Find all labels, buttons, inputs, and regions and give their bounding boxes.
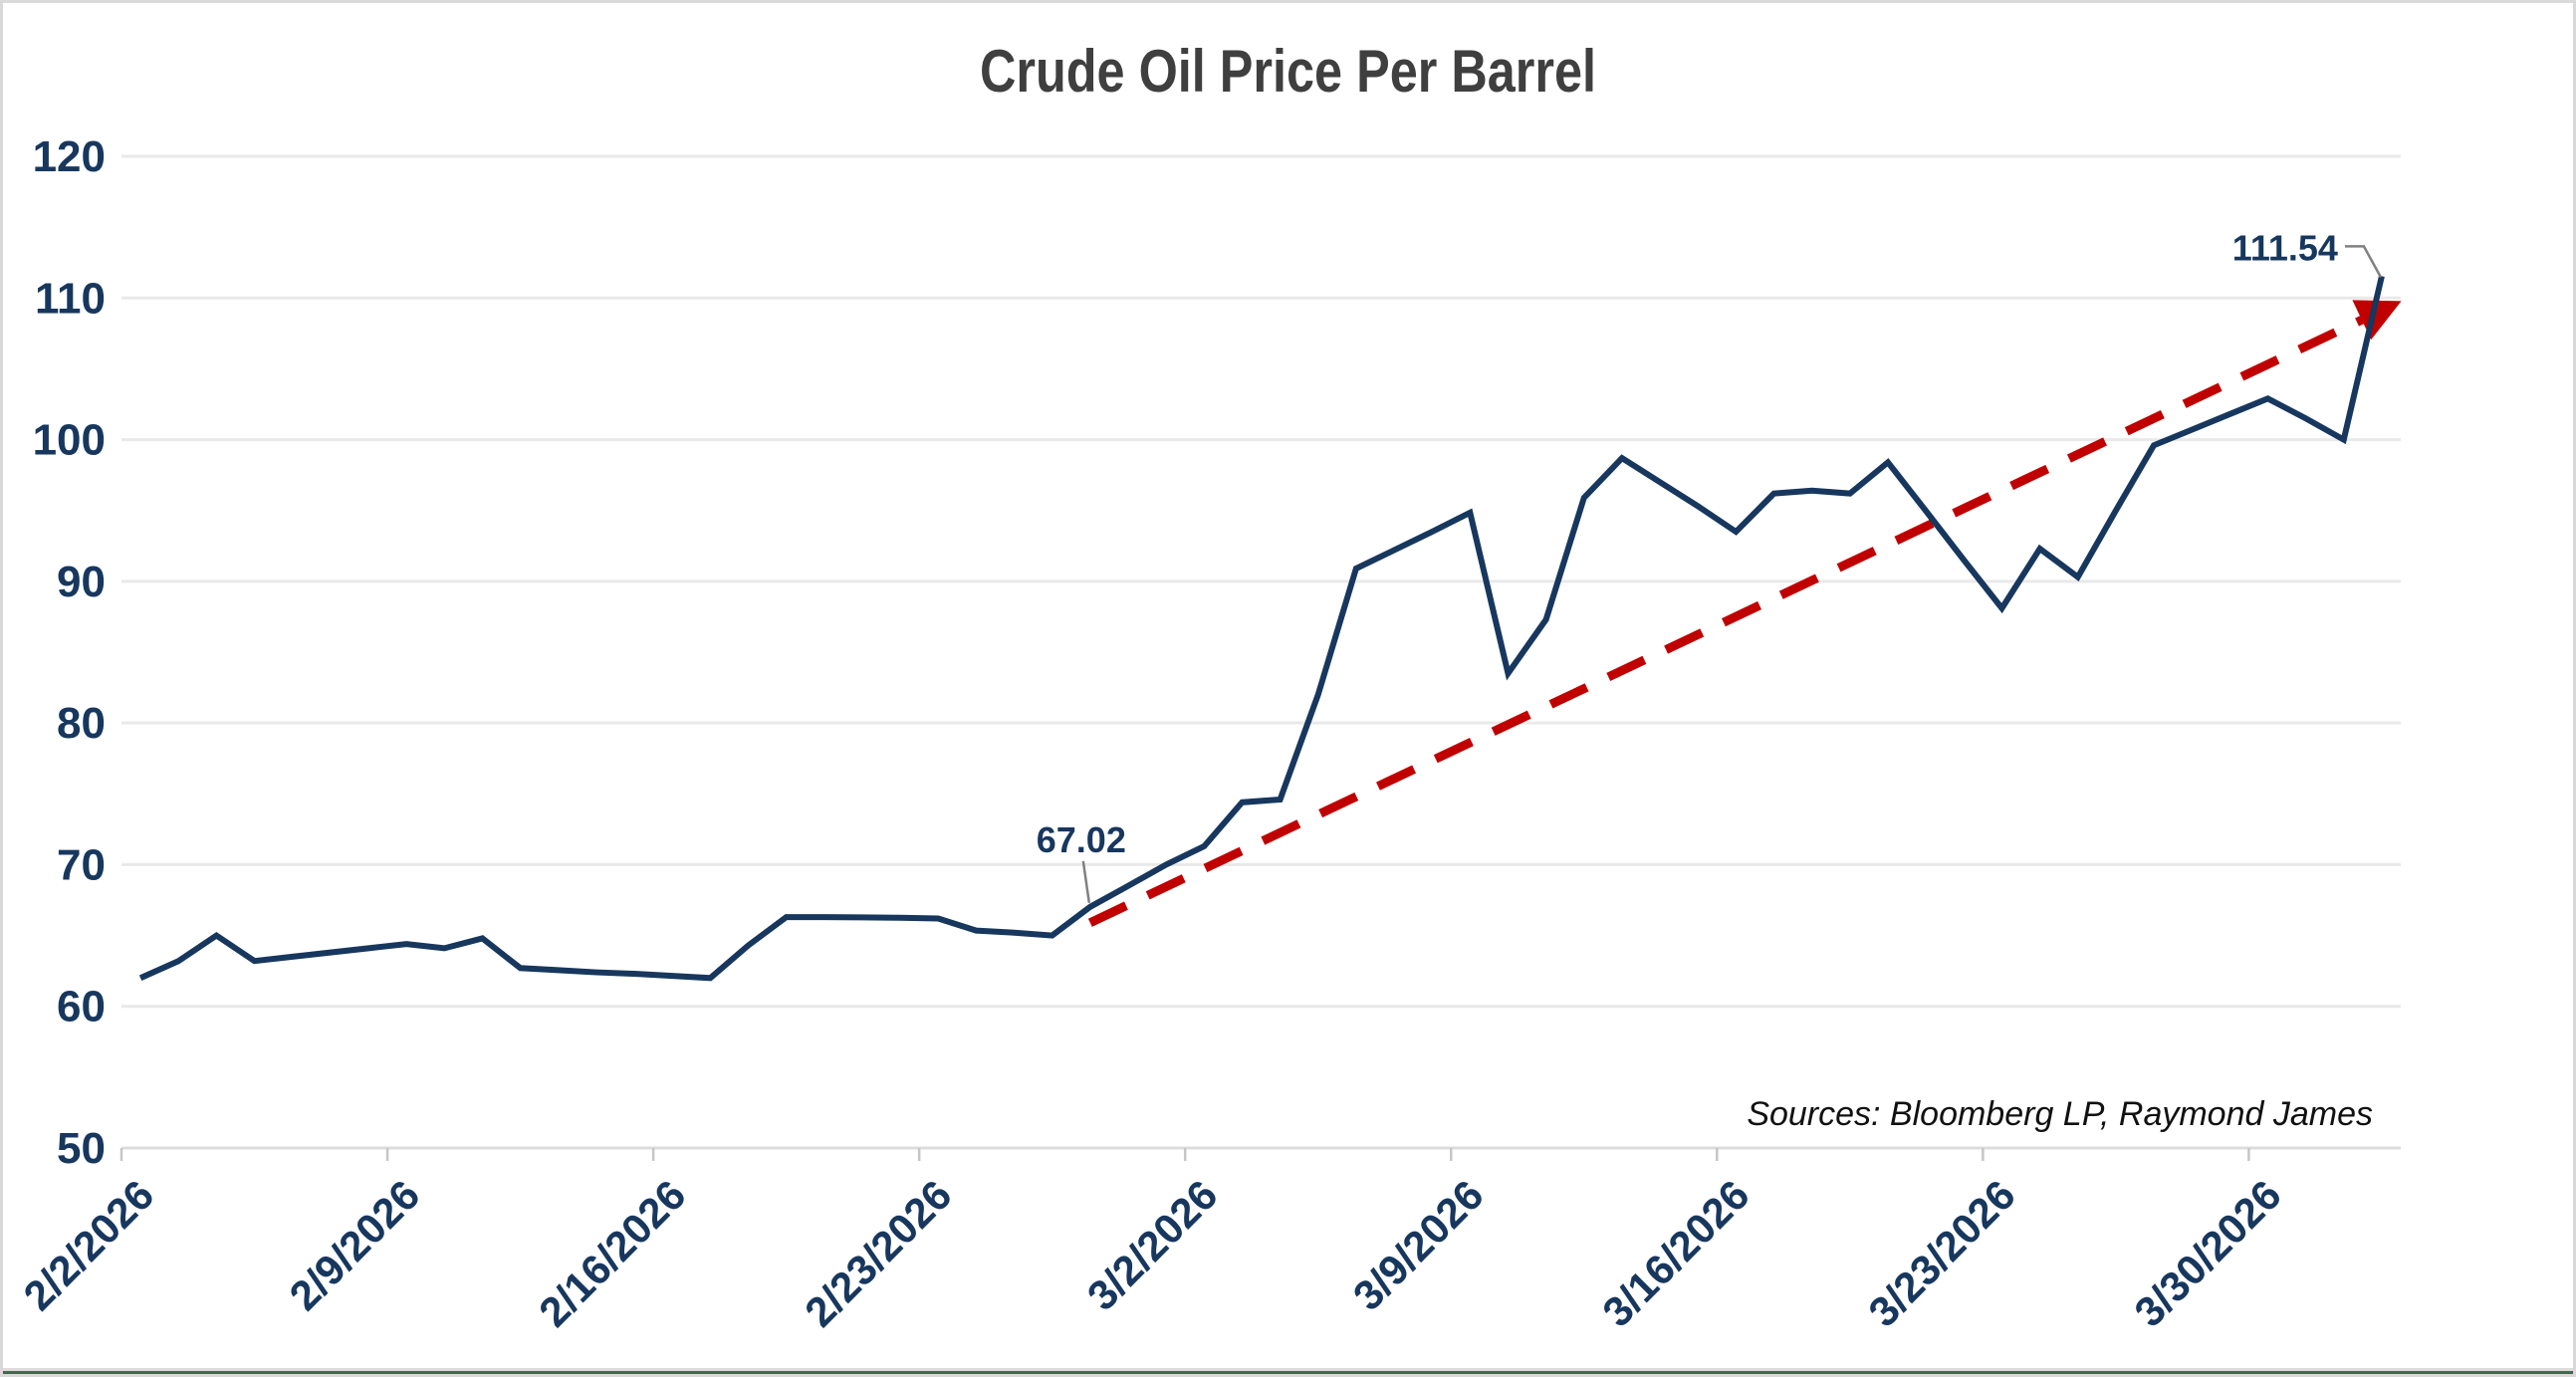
y-axis-label-60: 60 [57, 983, 106, 1032]
x-axis-label-5: 3/9/2026 [1344, 1171, 1493, 1319]
y-axis-label-90: 90 [57, 558, 106, 606]
x-axis-label-6: 3/16/2026 [1593, 1171, 1757, 1335]
y-axis-label-110: 110 [35, 274, 106, 323]
x-axis-label-7: 3/23/2026 [1859, 1171, 2023, 1335]
trend-arrowhead-icon [2352, 300, 2402, 341]
chart-title-text: Crude Oil Price Per Barrel [979, 38, 1597, 105]
annotation-end-leader-line [2344, 245, 2383, 278]
y-axis-label-100: 100 [33, 416, 106, 465]
price-line [138, 275, 2385, 982]
bottom-gray-line [3, 1368, 2573, 1371]
x-axis-label-8: 3/30/2026 [2125, 1171, 2289, 1335]
y-axis-label-120: 120 [33, 132, 106, 181]
x-axis-label-3: 2/23/2026 [796, 1171, 960, 1335]
chart-canvas: 120 110 100 90 80 70 60 502/2/2026 2/9/2026 2/16/… [15, 132, 2402, 1335]
y-axis-label-80: 80 [57, 699, 106, 748]
x-axis-label-4: 3/2/2026 [1078, 1171, 1227, 1319]
y-axis-label-50: 50 [57, 1124, 106, 1173]
x-axis-label-1: 2/9/2026 [281, 1171, 429, 1319]
y-axis-label-70: 70 [57, 840, 106, 889]
annotation-start-leader-line [1081, 860, 1091, 904]
x-axis-label-0: 2/2/2026 [15, 1171, 163, 1319]
source-note: Sources: Bloomberg LP, Raymond James [1747, 1095, 2373, 1133]
trend-line [1087, 313, 2370, 927]
x-axis-label-2: 2/16/2026 [530, 1171, 694, 1335]
annotation-end-value: 111.54 [2232, 227, 2338, 268]
annotation-start-value: 67.02 [1037, 819, 1126, 860]
bottom-green-line [3, 1371, 2573, 1374]
chart-title: Crude Oil Price Per Barrel [3, 39, 2573, 105]
